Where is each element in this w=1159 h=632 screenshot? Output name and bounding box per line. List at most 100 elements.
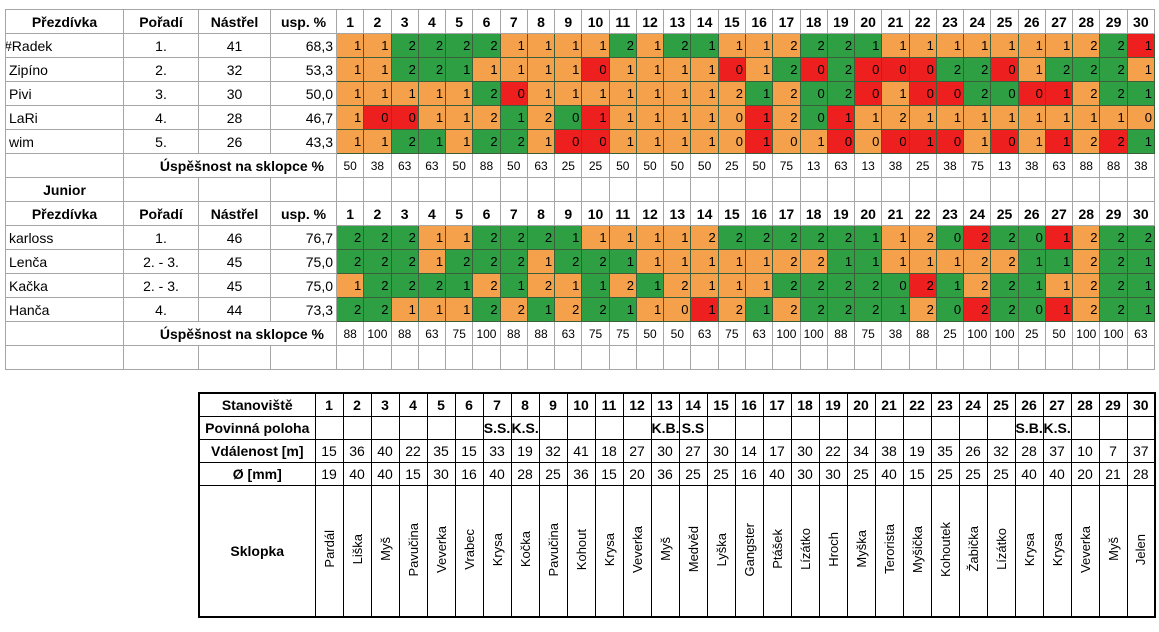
header-rank: Pořadí <box>123 201 199 226</box>
position-row-value <box>986 415 1016 440</box>
empty-cell <box>390 177 419 202</box>
player-name-text: Radek <box>11 37 53 54</box>
diameter-row-value: 15 <box>902 461 932 486</box>
score-cell: 1 <box>963 33 992 58</box>
header-station-number: 16 <box>744 9 774 34</box>
station-number-row-value: 1 <box>314 392 344 417</box>
score-cell: 1 <box>445 225 474 250</box>
score-cell: 1 <box>635 57 665 82</box>
target-cell: Hroch <box>818 484 848 618</box>
score-cell: 2 <box>581 297 610 322</box>
target-cell: Žabička <box>958 484 988 618</box>
score-cell: 1 <box>417 129 447 154</box>
score-cell: 2 <box>772 225 801 250</box>
empty-cell <box>335 345 365 370</box>
diameter-row-value: 30 <box>790 461 820 486</box>
station-number-row-label: Stanoviště <box>198 392 316 417</box>
position-row-value <box>370 415 400 440</box>
target-cell: Lízátko <box>790 484 820 618</box>
success-value: 50 <box>608 153 637 178</box>
header-station-number: 6 <box>472 9 501 34</box>
score-cell: 1 <box>390 81 419 106</box>
success-value: 88 <box>335 321 365 346</box>
score-cell: 2 <box>772 33 801 58</box>
score-cell: 1 <box>526 57 556 82</box>
score-cell: 1 <box>663 105 692 130</box>
distance-row-value: 33 <box>482 438 512 463</box>
success-value: 50 <box>499 153 528 178</box>
empty-cell <box>581 345 610 370</box>
header-station-number: 22 <box>908 9 937 34</box>
score-cell: 2 <box>499 225 528 250</box>
score-cell: 0 <box>799 81 828 106</box>
score-cell: 2 <box>526 225 556 250</box>
success-value: 13 <box>854 153 883 178</box>
success-value: 38 <box>1126 153 1155 178</box>
score-cell: 1 <box>1044 105 1074 130</box>
success-value: 75 <box>445 321 474 346</box>
empty-cell <box>499 345 528 370</box>
header-station-number: 11 <box>608 9 637 34</box>
success-value: 88 <box>1099 153 1128 178</box>
player-pct: 43,3 <box>270 129 337 154</box>
success-value: 63 <box>690 321 719 346</box>
score-cell: 2 <box>472 81 501 106</box>
score-cell: 1 <box>1126 57 1155 82</box>
target-cell: Myš <box>370 484 400 618</box>
station-number-row-value: 21 <box>874 392 904 417</box>
empty-cell <box>663 345 692 370</box>
score-cell: 1 <box>1044 81 1074 106</box>
success-value: 50 <box>663 321 692 346</box>
success-value: 100 <box>1072 321 1101 346</box>
target-name: Krysa <box>601 532 617 566</box>
success-label: Úspěšnost na sklopce % <box>123 153 337 178</box>
score-cell: 1 <box>990 105 1019 130</box>
score-cell: 1 <box>554 57 583 82</box>
player-rank: 4. <box>123 105 199 130</box>
score-cell: 1 <box>608 249 637 274</box>
target-cell: Medvěd <box>678 484 708 618</box>
score-cell: 0 <box>581 129 610 154</box>
empty-cell <box>390 345 419 370</box>
score-cell: 1 <box>526 297 556 322</box>
score-cell: 1 <box>1017 129 1046 154</box>
score-cell: 1 <box>1126 129 1155 154</box>
header-station-number: 13 <box>663 201 692 226</box>
empty-cell <box>1099 177 1128 202</box>
player-name: LaRi <box>5 105 124 130</box>
station-number-row-value: 7 <box>482 392 512 417</box>
score-cell: 2 <box>608 273 637 298</box>
empty-cell <box>5 345 124 370</box>
distance-row-value: 30 <box>790 438 820 463</box>
score-cell: 1 <box>335 273 365 298</box>
score-cell: 2 <box>935 57 965 82</box>
score-cell: 2 <box>390 273 419 298</box>
station-number-row-value: 8 <box>510 392 540 417</box>
station-number-row-value: 16 <box>734 392 764 417</box>
diameter-row-value: 20 <box>1070 461 1100 486</box>
empty-cell <box>717 345 746 370</box>
empty-cell <box>445 345 474 370</box>
header-station-number: 5 <box>445 201 474 226</box>
score-cell: 1 <box>1017 57 1046 82</box>
header-station-number: 19 <box>826 9 856 34</box>
juniors-success-row: Úspěšnost na sklopce % 88 100 88 63 75 100 88 88… <box>5 321 1155 346</box>
seniors-player-row: Pivi 3. 30 50,0 1 1 1 1 1 2 0 1 1 1 1 1 1 1 2 1 2 0 2 0 1 0 0 2 0 0 1 2… <box>5 81 1155 106</box>
score-cell: 2 <box>826 273 856 298</box>
score-cell: 1 <box>1099 105 1128 130</box>
header-station-number: 4 <box>417 9 447 34</box>
position-row-value <box>538 415 568 440</box>
empty-cell <box>635 177 665 202</box>
score-cell: 2 <box>1044 57 1074 82</box>
empty-cell <box>5 153 124 178</box>
target-name: Ptášek <box>769 529 785 570</box>
empty-cell <box>744 345 774 370</box>
distance-row-value: 30 <box>706 438 736 463</box>
empty-cell <box>854 345 883 370</box>
diameter-row-value: 30 <box>426 461 456 486</box>
score-cell: 2 <box>826 297 856 322</box>
score-cell: 2 <box>854 273 883 298</box>
station-number-row-value: 23 <box>930 392 960 417</box>
score-cell: 0 <box>663 297 692 322</box>
station-number-row-value: 2 <box>342 392 372 417</box>
